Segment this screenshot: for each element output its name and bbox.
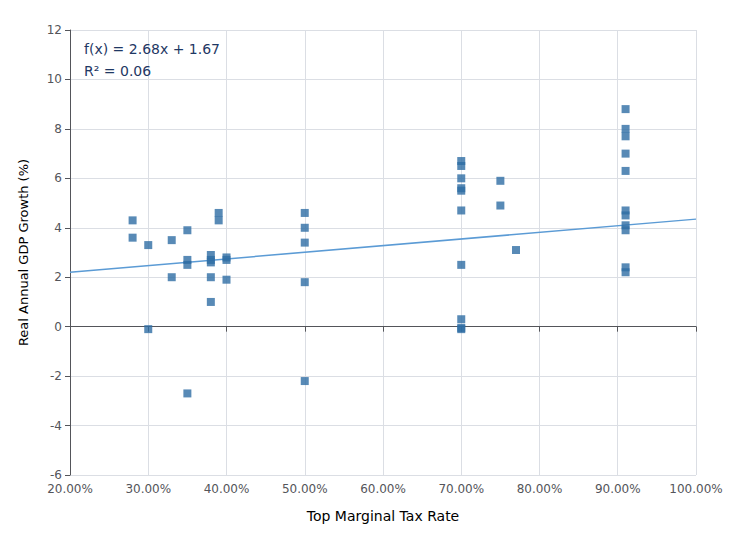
svg-text:Top Marginal Tax Rate: Top Marginal Tax Rate [306,508,459,524]
svg-text:-2: -2 [50,369,62,383]
svg-text:-4: -4 [50,419,62,433]
svg-text:60.00%: 60.00% [360,482,406,496]
svg-text:30.00%: 30.00% [125,482,171,496]
svg-text:12: 12 [47,23,62,37]
svg-text:R² = 0.06: R² = 0.06 [84,63,151,79]
svg-text:80.00%: 80.00% [517,482,563,496]
svg-text:f(x) = 2.68x + 1.67: f(x) = 2.68x + 1.67 [84,41,220,57]
svg-text:100.00%: 100.00% [669,482,722,496]
svg-text:6: 6 [54,171,62,185]
svg-text:-6: -6 [50,468,62,482]
svg-text:2: 2 [54,270,62,284]
svg-text:0: 0 [54,320,62,334]
svg-text:50.00%: 50.00% [282,482,328,496]
svg-text:4: 4 [54,221,62,235]
svg-text:70.00%: 70.00% [438,482,484,496]
svg-text:8: 8 [54,122,62,136]
svg-text:90.00%: 90.00% [595,482,641,496]
svg-text:20.00%: 20.00% [47,482,93,496]
svg-text:10: 10 [47,72,62,86]
svg-text:Real Annual GDP Growth (%): Real Annual GDP Growth (%) [16,159,31,346]
svg-text:40.00%: 40.00% [204,482,250,496]
